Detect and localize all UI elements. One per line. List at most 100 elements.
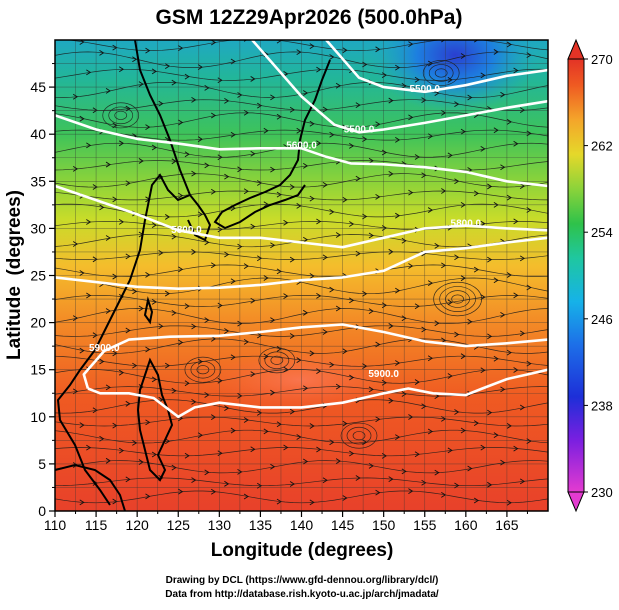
wind-arrow bbox=[427, 355, 433, 362]
wind-arrow bbox=[427, 428, 433, 435]
wind-arrow bbox=[368, 157, 374, 164]
wind-arrow bbox=[441, 40, 446, 43]
wind-arrow bbox=[105, 235, 111, 241]
x-axis: 110 115 120 125 130 135 140 145 150 155 160 165 bbox=[44, 511, 528, 533]
wind-arrow bbox=[447, 447, 453, 454]
wind-arrow bbox=[526, 52, 532, 58]
wind-arrow bbox=[309, 499, 315, 506]
wind-arrow bbox=[138, 81, 144, 88]
wind-arrow bbox=[72, 93, 79, 100]
wind-arrow bbox=[349, 221, 355, 227]
wind-arrow bbox=[243, 263, 249, 270]
wind-arrow bbox=[79, 115, 85, 122]
eddy-streamline bbox=[352, 431, 366, 441]
contour-label: 5800.0 bbox=[451, 219, 482, 230]
wind-arrow bbox=[460, 275, 466, 282]
wind-arrow bbox=[145, 271, 151, 278]
wind-arrow bbox=[388, 97, 394, 104]
x-tick-label: 115 bbox=[85, 517, 108, 533]
y-tick-label: 35 bbox=[30, 173, 46, 189]
wind-arrow bbox=[349, 450, 355, 457]
wind-arrow bbox=[230, 427, 236, 434]
wind-arrow bbox=[263, 127, 269, 134]
wind-arrow bbox=[296, 434, 302, 440]
wind-arrow bbox=[500, 386, 506, 393]
wind-arrow bbox=[79, 499, 85, 506]
contour-line bbox=[55, 114, 548, 188]
wind-arrow bbox=[92, 332, 98, 339]
wind-arrow bbox=[99, 358, 105, 365]
wind-arrow bbox=[460, 53, 466, 59]
wind-arrow bbox=[184, 151, 190, 158]
wind-arrow bbox=[388, 323, 394, 329]
x-tick-label: 155 bbox=[413, 517, 437, 533]
wind-arrow bbox=[164, 362, 171, 369]
wind-arrow bbox=[342, 196, 348, 203]
eddy-streamline bbox=[346, 426, 372, 445]
contour-label: 5500.0 bbox=[344, 124, 375, 135]
wind-arrow bbox=[519, 478, 526, 485]
wind-arrow bbox=[224, 480, 230, 487]
contour-label: 5500.0 bbox=[409, 84, 440, 95]
wind-arrow bbox=[178, 192, 184, 199]
colorbar-label: 262 bbox=[591, 139, 613, 154]
x-tick-label: 110 bbox=[44, 517, 67, 533]
x-tick-label: 120 bbox=[125, 517, 149, 533]
wind-arrow bbox=[316, 446, 322, 453]
wind-arrow bbox=[224, 251, 230, 258]
eddy-streamline bbox=[422, 60, 460, 86]
colorbar-ramp bbox=[567, 58, 585, 493]
wind-arrow bbox=[283, 444, 289, 451]
wind-arrow bbox=[224, 405, 230, 412]
wind-arrow bbox=[145, 346, 151, 353]
wind-arrow bbox=[421, 172, 427, 179]
wind-arrow bbox=[519, 107, 526, 114]
wind-arrow bbox=[513, 218, 519, 225]
wind-arrow bbox=[493, 355, 499, 362]
wind-arrow bbox=[263, 275, 269, 281]
wind-arrow bbox=[309, 350, 315, 357]
wind-arrow bbox=[329, 131, 335, 138]
wind-arrow bbox=[473, 420, 480, 427]
wind-arrow bbox=[79, 347, 85, 354]
eddy-streamline bbox=[428, 64, 454, 82]
wind-arrow bbox=[460, 128, 466, 135]
wind-arrow bbox=[309, 43, 315, 50]
wind-arrow bbox=[256, 409, 263, 416]
wind-arrow bbox=[151, 376, 157, 383]
wind-arrow bbox=[197, 136, 203, 143]
wind-arrow bbox=[204, 84, 210, 91]
wind-arrow bbox=[408, 189, 414, 196]
wind-arrow bbox=[414, 379, 420, 385]
wind-arrow bbox=[132, 439, 138, 446]
colorbar-min-arrow bbox=[567, 491, 585, 513]
wind-arrow bbox=[329, 208, 335, 215]
wind-arrow bbox=[506, 499, 512, 506]
wind-arrow bbox=[329, 361, 335, 368]
wind-arrow bbox=[178, 266, 184, 273]
wind-arrow bbox=[408, 263, 414, 269]
colorbar-max-arrow bbox=[567, 38, 585, 60]
wind-arrow bbox=[224, 173, 230, 180]
wind-arrow bbox=[401, 83, 407, 89]
wind-arrow bbox=[237, 393, 243, 399]
coastline-taiwan bbox=[143, 296, 154, 325]
wind-arrow bbox=[92, 256, 98, 263]
wind-arrow bbox=[171, 387, 177, 394]
wind-arrow bbox=[164, 290, 171, 297]
wind-arrow bbox=[526, 438, 532, 444]
wind-arrow bbox=[118, 140, 125, 147]
wind-arrow bbox=[283, 219, 289, 226]
wind-arrow bbox=[395, 287, 401, 294]
y-tick-label: 0 bbox=[38, 503, 46, 519]
wind-arrow bbox=[335, 305, 341, 312]
wind-arrow bbox=[447, 373, 453, 379]
wind-arrow bbox=[460, 427, 466, 434]
wind-arrow bbox=[349, 374, 355, 381]
wind-arrow bbox=[224, 328, 230, 334]
wind-arrow bbox=[230, 58, 236, 65]
contour-line bbox=[251, 40, 548, 134]
wind-arrow bbox=[184, 73, 190, 80]
wind-arrow bbox=[164, 438, 171, 445]
wind-arrow bbox=[105, 161, 111, 168]
